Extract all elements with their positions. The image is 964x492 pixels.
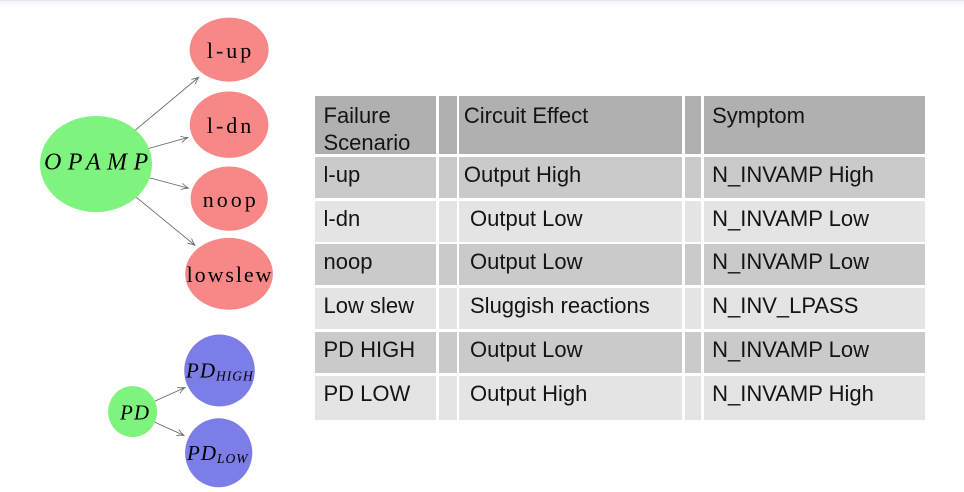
svg-text:lowslew: lowslew	[187, 262, 274, 287]
svg-text:l-up: l-up	[207, 38, 254, 63]
svg-text:PD: PD	[119, 400, 150, 424]
svg-text:OPAMP: OPAMP	[44, 150, 155, 176]
svg-text:l-dn: l-dn	[207, 113, 254, 138]
svg-text:noop: noop	[203, 187, 259, 212]
